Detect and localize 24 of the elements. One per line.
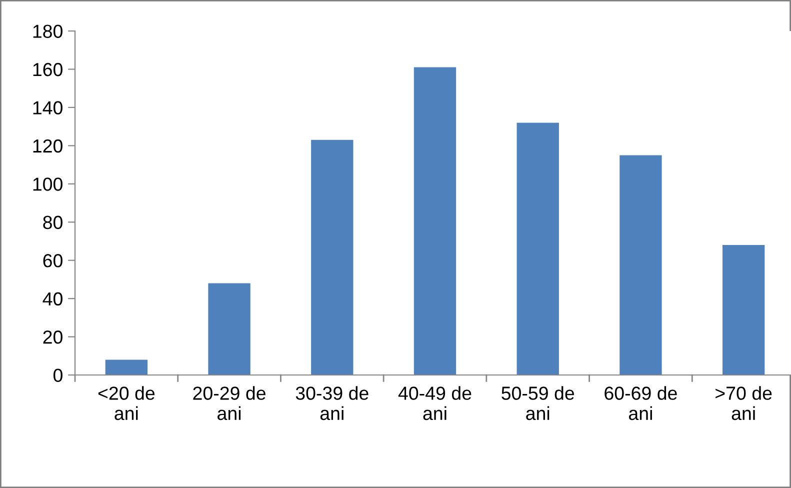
y-tick-label: 40 (42, 292, 62, 306)
x-tick-label: 20-29 de ani (193, 386, 266, 420)
bar (722, 245, 765, 375)
y-tick-label: 0 (54, 368, 62, 382)
bar (620, 155, 662, 375)
bar (516, 122, 559, 375)
x-tick-label: 50-59 de ani (502, 386, 574, 420)
x-tick-label: 30-39 de ani (296, 386, 368, 420)
y-tick-label: 80 (43, 216, 62, 230)
y-tick-label: 20 (43, 330, 62, 344)
x-tick-label: 60-69 de ani (604, 386, 677, 420)
y-tick-label: 100 (33, 178, 62, 191)
y-tick-label: 120 (33, 139, 62, 153)
bar (208, 283, 250, 375)
bar (105, 360, 148, 375)
y-tick-label: 140 (33, 101, 62, 114)
x-tick-label: >70 de ani (716, 386, 772, 420)
y-tick-label: 180 (33, 24, 62, 38)
bar (414, 67, 456, 375)
x-tick-label: 40-49 de ani (398, 386, 472, 420)
x-tick-label: <20 de ani (98, 386, 155, 420)
y-tick-label: 160 (33, 62, 62, 76)
bar (311, 140, 354, 375)
y-tick-label: 60 (43, 254, 62, 268)
